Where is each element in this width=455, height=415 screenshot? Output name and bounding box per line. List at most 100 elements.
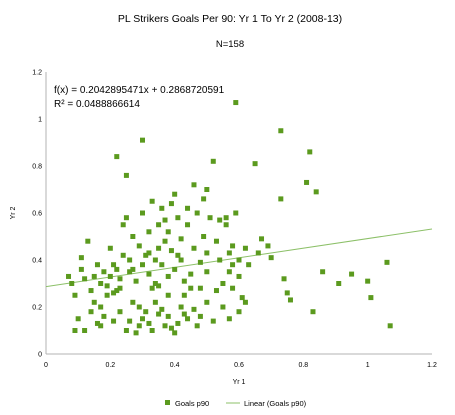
y-tick-label: 0 xyxy=(38,352,42,359)
data-point xyxy=(168,325,174,331)
data-point xyxy=(233,210,239,216)
data-point xyxy=(133,278,139,284)
data-point xyxy=(117,285,123,291)
data-point xyxy=(94,320,100,326)
data-point xyxy=(111,262,117,268)
equation-text: f(x) = 0.2042895471x + 0.2868720591 xyxy=(54,85,225,96)
data-point xyxy=(82,328,88,333)
data-point xyxy=(204,187,210,192)
data-point xyxy=(259,236,265,242)
r-squared-text: R² = 0.0488866614 xyxy=(54,99,140,110)
data-point xyxy=(159,306,165,312)
data-point xyxy=(194,210,200,216)
data-point xyxy=(213,288,219,294)
legend-marker-goals xyxy=(165,400,170,405)
data-point xyxy=(156,222,162,228)
data-point xyxy=(123,215,129,221)
data-point xyxy=(146,320,152,326)
data-point xyxy=(104,292,110,298)
data-point xyxy=(194,323,200,329)
legend: Goals p90 Linear (Goals p90) xyxy=(165,399,307,408)
legend-label-goals: Goals p90 xyxy=(175,399,209,408)
data-point xyxy=(72,292,78,298)
data-point xyxy=(75,316,81,322)
data-point xyxy=(230,285,236,291)
data-point xyxy=(387,323,393,329)
data-point xyxy=(287,297,293,303)
data-point xyxy=(88,309,94,315)
data-point xyxy=(78,266,84,272)
data-point xyxy=(313,189,319,195)
data-point xyxy=(210,158,216,164)
scatter-points xyxy=(66,100,393,336)
data-point xyxy=(175,320,181,326)
data-point xyxy=(94,262,100,268)
data-point xyxy=(140,210,145,216)
data-point xyxy=(127,269,133,275)
data-point xyxy=(281,276,287,282)
data-point xyxy=(226,269,232,275)
data-point xyxy=(127,318,133,324)
data-point xyxy=(165,229,171,235)
data-point xyxy=(85,238,91,244)
data-point xyxy=(120,252,126,258)
data-point xyxy=(307,149,313,155)
y-tick-label: 0.2 xyxy=(32,305,42,312)
data-point xyxy=(220,304,226,310)
data-point xyxy=(172,191,178,197)
data-point xyxy=(127,257,133,263)
data-point xyxy=(220,281,226,286)
data-point xyxy=(172,266,178,272)
data-point xyxy=(217,217,223,223)
y-axis-label: Yr 2 xyxy=(10,206,17,219)
data-point xyxy=(165,273,171,279)
data-point xyxy=(107,273,113,279)
data-point xyxy=(365,278,371,284)
data-point xyxy=(181,278,187,284)
data-point xyxy=(140,137,145,143)
data-point xyxy=(114,288,120,294)
data-point xyxy=(149,198,155,204)
data-point xyxy=(114,266,120,272)
x-tick-label: 0.2 xyxy=(105,362,115,369)
data-point xyxy=(310,309,316,315)
data-point xyxy=(242,299,248,305)
data-point xyxy=(98,281,104,286)
data-point xyxy=(136,243,142,249)
x-tick-label: 0.6 xyxy=(234,362,244,369)
data-point xyxy=(197,259,203,265)
data-point xyxy=(136,304,142,310)
data-point xyxy=(207,215,213,221)
data-point xyxy=(91,273,97,279)
data-point xyxy=(152,257,158,263)
data-point xyxy=(130,266,136,272)
data-point xyxy=(233,100,239,106)
data-point xyxy=(140,262,145,268)
data-point xyxy=(230,243,236,249)
y-tick-label: 0.6 xyxy=(32,211,42,218)
data-point xyxy=(210,318,216,324)
data-point xyxy=(278,128,284,134)
data-point xyxy=(162,323,168,329)
x-tick-label: 1.2 xyxy=(427,362,437,369)
data-point xyxy=(162,238,168,244)
data-point xyxy=(201,196,207,202)
data-point xyxy=(197,313,203,319)
data-point xyxy=(146,229,152,235)
data-point xyxy=(191,306,197,312)
data-point xyxy=(284,290,290,296)
data-point xyxy=(204,250,210,256)
data-point xyxy=(230,262,236,268)
x-tick-label: 1 xyxy=(366,362,370,369)
x-axis-label: Yr 1 xyxy=(233,379,246,386)
data-point xyxy=(146,250,152,256)
y-tick-label: 1 xyxy=(38,117,42,124)
data-point xyxy=(384,259,390,265)
data-point xyxy=(117,309,123,315)
data-point xyxy=(181,311,187,317)
x-tick-label: 0.4 xyxy=(170,362,180,369)
data-point xyxy=(336,281,342,286)
data-point xyxy=(168,201,174,207)
data-point xyxy=(204,299,210,305)
